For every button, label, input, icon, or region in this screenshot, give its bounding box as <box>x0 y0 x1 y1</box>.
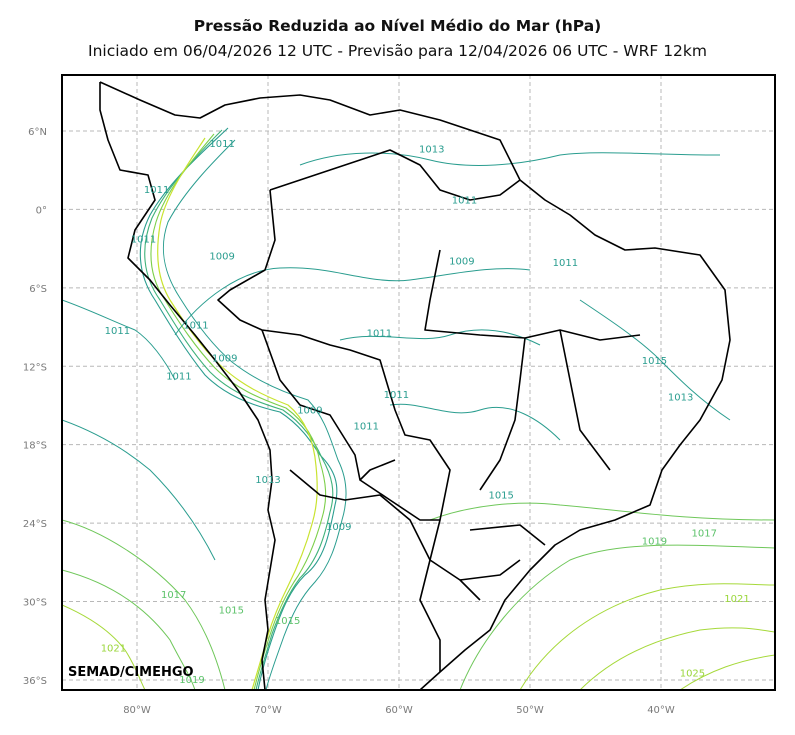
isobar-pacific-1013 <box>62 419 216 561</box>
isobar-pacific-1011 <box>62 299 176 381</box>
andes-band-core <box>157 137 318 690</box>
isobar-label: 1011 <box>553 258 578 269</box>
isobar-label: 1011 <box>384 390 409 401</box>
isobar-label: 1025 <box>680 668 705 679</box>
map-subtitle: Iniciado em 06/04/2026 12 UTC - Previsão… <box>88 42 707 60</box>
isobar-nordeste <box>579 299 731 421</box>
isobar-label: 1021 <box>724 594 749 605</box>
lat-tick-label: 6°N <box>28 127 47 138</box>
isobar-label: 1009 <box>449 257 474 268</box>
andes-isobar-band <box>139 127 347 690</box>
isobar-label: 1013 <box>255 475 280 486</box>
isobar-label: 1011 <box>131 234 156 245</box>
south-america-coastline <box>99 81 731 690</box>
lon-tick-label: 70°W <box>254 705 282 716</box>
isobar-1017 <box>62 569 196 690</box>
isobar-label: 1013 <box>419 144 444 155</box>
state-border-1 <box>424 249 526 339</box>
state-border-2 <box>479 337 526 491</box>
southern-isobars <box>62 502 775 690</box>
isobar-label: 1011 <box>105 326 130 337</box>
paraguay-border <box>359 479 440 521</box>
andes-band-inner-2 <box>150 133 327 690</box>
isobar-label: 1015 <box>488 491 513 502</box>
lon-tick-label: 40°W <box>647 705 675 716</box>
latitude-tick-labels: 6°N 0° 6°S 12°S 18°S 24°S 30°S 36°S <box>23 127 47 687</box>
brazil-border-north <box>269 149 521 201</box>
isobars <box>62 127 775 690</box>
isobar-label: 1009 <box>209 251 234 262</box>
andes-band-inner-1 <box>144 129 334 690</box>
state-border-3 <box>524 329 641 341</box>
isobar-label: 1009 <box>212 353 237 364</box>
isobar-labels: 1011 1013 1011 1011 1011 1009 1009 1011 1011 1011… <box>101 139 750 686</box>
country-borders <box>99 81 731 690</box>
isobar-label: 1011 <box>183 321 208 332</box>
isobar-label: 1011 <box>166 372 191 383</box>
andes-band-outer <box>139 127 338 690</box>
state-border-5 <box>469 524 546 546</box>
isobar-1025 <box>679 654 775 690</box>
isobar-label: 1011 <box>354 421 379 432</box>
map-background <box>62 75 775 690</box>
isobar-label: 1011 <box>209 139 234 150</box>
isobar-label: 1017 <box>692 529 717 540</box>
lat-tick-label: 18°S <box>23 441 47 452</box>
credit-label: SEMAD/CIMEHGO <box>68 665 194 680</box>
isobar-1021-west <box>62 604 146 690</box>
isobar-label: 1019 <box>642 536 667 547</box>
lon-tick-label: 80°W <box>123 705 151 716</box>
argentina-border <box>289 469 441 672</box>
map-frame <box>61 74 776 691</box>
isobar-label: 1011 <box>452 195 477 206</box>
isobar-central <box>339 329 541 346</box>
isobar-1015 <box>62 519 226 690</box>
bolivia-border <box>261 329 396 481</box>
isobar-atlantic-1019 <box>459 544 775 690</box>
andes-band-east <box>162 139 347 690</box>
lowland-isobars <box>62 152 731 561</box>
lat-tick-label: 24°S <box>23 519 47 530</box>
isobar-cerrado <box>389 403 561 441</box>
isobar-label: 1019 <box>179 675 204 686</box>
isobar-label: 1015 <box>275 616 300 627</box>
lat-tick-label: 30°S <box>23 598 47 609</box>
isobar-label: 1017 <box>161 590 186 601</box>
isobar-1021-east <box>519 583 775 690</box>
isobar-label: 1015 <box>642 356 667 367</box>
lon-tick-label: 50°W <box>516 705 544 716</box>
map-title: Pressão Reduzida ao Nível Médio do Mar (… <box>193 17 602 35</box>
isobar-amazon <box>174 267 531 336</box>
isobar-label: 1013 <box>668 393 693 404</box>
lat-tick-label: 12°S <box>23 362 47 373</box>
state-border-4 <box>559 329 611 471</box>
lat-tick-label: 36°S <box>23 676 47 687</box>
isobar-label: 1015 <box>219 606 244 617</box>
isobar-label: 1009 <box>297 406 322 417</box>
isobar-label: 1011 <box>144 185 169 196</box>
isobar-label: 1011 <box>367 329 392 340</box>
isobar-1023 <box>579 627 775 690</box>
isobar-label: 1009 <box>326 522 351 533</box>
lat-tick-label: 0° <box>36 205 47 216</box>
high-pressure-isobars <box>62 583 775 690</box>
lat-tick-label: 6°S <box>29 284 47 295</box>
longitude-tick-labels: 80°W 70°W 60°W 50°W 40°W <box>123 705 675 716</box>
lon-tick-label: 60°W <box>385 705 413 716</box>
isobar-label: 1021 <box>101 644 126 655</box>
graticule <box>62 75 775 690</box>
isobar-atlantic-1017 <box>429 502 775 521</box>
isobar-north <box>299 152 721 166</box>
state-border-6 <box>459 559 521 581</box>
